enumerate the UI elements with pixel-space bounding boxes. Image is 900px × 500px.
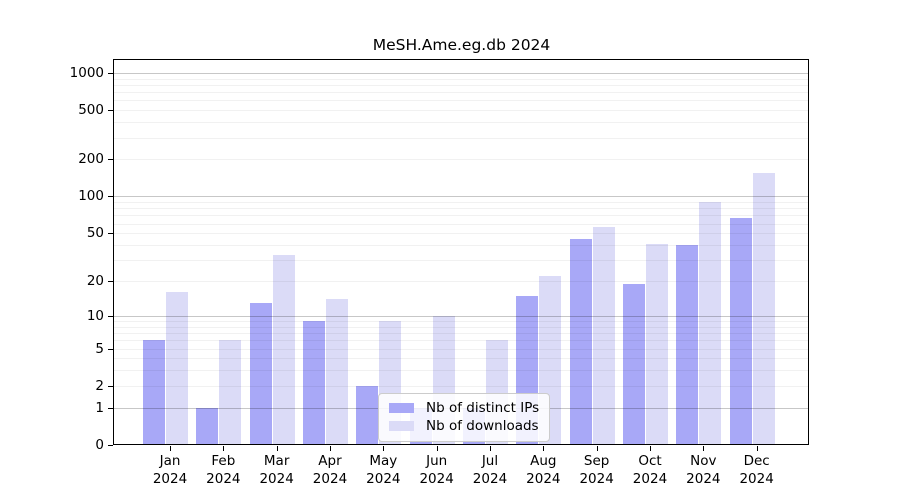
y-axis-tick-label: 100 [78, 188, 104, 205]
x-axis-tick [329, 446, 331, 451]
y-axis-tick-label: 200 [78, 151, 104, 168]
x-axis-tick [383, 446, 385, 451]
y-axis-tick [108, 445, 113, 446]
minor-gridline [114, 245, 808, 246]
x-axis-tick-label: Oct 2024 [632, 453, 668, 487]
bar-downloads [752, 173, 775, 445]
x-axis-tick [170, 446, 171, 451]
legend-item-distinct-ips: Nb of distinct IPs [389, 399, 539, 417]
x-axis-tick-label: Jul 2024 [472, 453, 508, 487]
minor-gridline [114, 78, 808, 80]
minor-gridline [114, 385, 808, 387]
legend-item-downloads: Nb of downloads [389, 417, 539, 435]
x-axis-tick [596, 446, 598, 451]
y-axis-tick [108, 348, 113, 350]
y-axis-tick-label: 50 [86, 225, 104, 242]
minor-gridline [114, 348, 808, 350]
bar-downloads [325, 299, 348, 445]
y-axis-tick-label: 2 [95, 377, 104, 394]
minor-gridline [114, 281, 808, 283]
minor-gridline [114, 321, 808, 322]
legend-label-distinct-ips: Nb of distinct IPs [426, 400, 540, 416]
minor-gridline [114, 137, 808, 139]
y-axis-tick [108, 407, 113, 409]
bar-distinct-ips [356, 385, 379, 445]
bar-downloads [219, 340, 242, 445]
x-axis-tick-label: Jan 2024 [152, 453, 188, 487]
x-axis-tick-label: Sep 2024 [579, 453, 614, 487]
x-axis-tick [756, 446, 758, 451]
minor-gridline [114, 122, 808, 124]
distinct-ips-swatch-icon [389, 403, 414, 413]
x-axis-tick [489, 446, 491, 451]
y-axis-tick-label: 10 [86, 307, 104, 324]
x-axis-tick [223, 446, 225, 451]
minor-gridline [114, 208, 808, 210]
y-axis-tick [108, 281, 113, 283]
major-gridline [114, 72, 808, 74]
bar-distinct-ips [676, 245, 699, 445]
minor-gridline [114, 358, 808, 360]
x-axis-tick-label: Mar 2024 [259, 453, 294, 487]
bar-downloads [592, 227, 615, 445]
major-gridline [114, 196, 808, 198]
x-axis-tick-label: Nov 2024 [686, 453, 721, 487]
y-axis-tick-label: 1 [95, 399, 104, 416]
minor-gridline [114, 84, 808, 86]
bar-downloads [272, 255, 295, 445]
x-axis-tick-label: Apr 2024 [312, 453, 348, 487]
minor-gridline [114, 100, 808, 102]
minor-gridline [114, 223, 808, 225]
x-axis-tick [543, 446, 545, 451]
bar-distinct-ips [569, 238, 592, 445]
y-axis-tick-label: 1000 [69, 64, 104, 81]
minor-gridline [114, 215, 808, 217]
bar-distinct-ips [249, 302, 272, 445]
bar-downloads [699, 202, 722, 445]
minor-gridline [114, 159, 808, 161]
x-axis-tick-label: Jun 2024 [419, 453, 454, 487]
minor-gridline [114, 326, 808, 328]
y-axis-tick [108, 385, 113, 387]
y-axis-tick-label: 0 [95, 437, 104, 453]
minor-gridline [114, 260, 808, 262]
minor-gridline [114, 370, 808, 372]
y-axis-tick-label: 5 [95, 340, 104, 357]
x-axis-tick-label: Feb 2024 [206, 453, 241, 487]
bar-downloads [645, 243, 668, 445]
x-axis-tick [649, 446, 651, 451]
x-axis-tick [436, 446, 438, 451]
x-axis-tick [703, 446, 705, 451]
y-axis-tick [108, 72, 113, 74]
bar-distinct-ips [302, 321, 325, 445]
minor-gridline [114, 340, 808, 342]
y-axis-tick [108, 110, 113, 112]
minor-gridline [114, 333, 808, 335]
y-axis-tick [108, 159, 113, 161]
x-axis-tick [276, 446, 278, 451]
y-axis-tick [108, 196, 113, 198]
chart-title: MeSH.Ame.eg.db 2024 [372, 36, 551, 54]
bar-distinct-ips [729, 217, 752, 445]
y-axis-tick-label: 500 [78, 102, 104, 119]
legend-label-downloads: Nb of downloads [426, 418, 539, 434]
bar-downloads [166, 292, 188, 445]
y-axis-tick [108, 315, 113, 317]
y-axis-tick [108, 233, 113, 235]
minor-gridline [114, 110, 808, 112]
x-axis-tick-label: Aug 2024 [526, 453, 561, 487]
minor-gridline [114, 233, 808, 235]
bar-distinct-ips [143, 340, 165, 445]
y-axis-tick-label: 20 [86, 273, 104, 290]
bar-distinct-ips [196, 407, 219, 445]
minor-gridline [114, 92, 808, 94]
x-axis-tick-label: May 2024 [366, 453, 401, 487]
x-axis-tick-label: Dec 2024 [739, 453, 774, 487]
bar-distinct-ips [622, 283, 645, 445]
downloads-swatch-icon [389, 421, 414, 431]
major-gridline [114, 315, 808, 317]
minor-gridline [114, 202, 808, 204]
legend: Nb of distinct IPs Nb of downloads [378, 393, 551, 442]
